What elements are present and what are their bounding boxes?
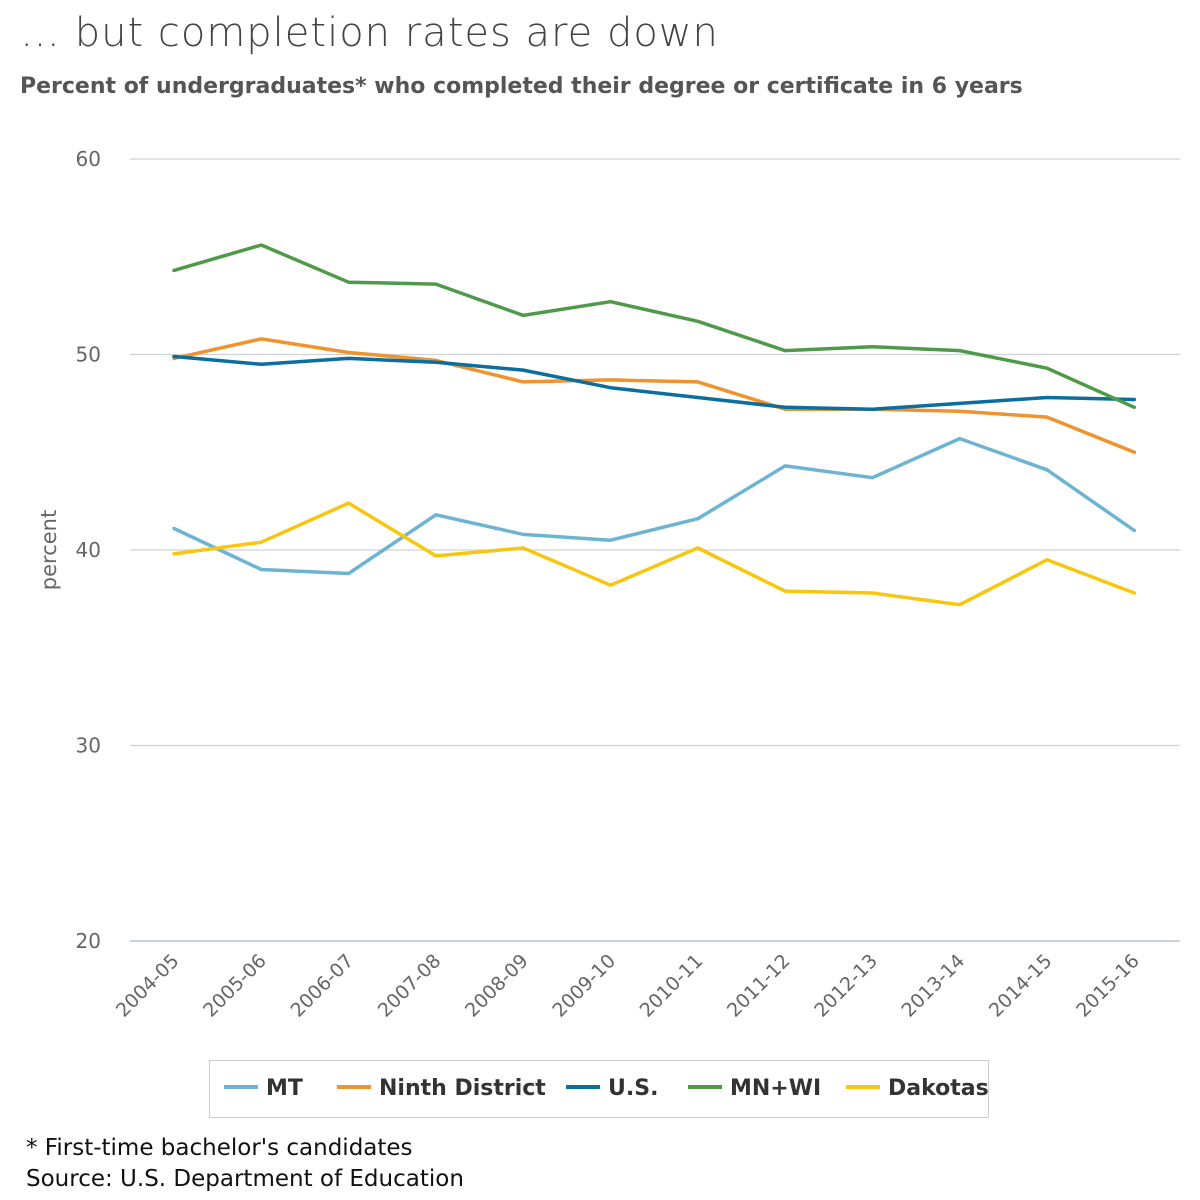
series-line-dakotas (172, 501, 1137, 607)
x-tick-label: 2011-12 (723, 950, 795, 1022)
series-line-ninth-district (172, 337, 1137, 455)
chart-subtitle: Percent of undergraduates* who completed… (20, 74, 1023, 99)
source-note: Source: U.S. Department of Education (26, 1166, 464, 1192)
legend-label-dakotas: Dakotas (888, 1076, 989, 1101)
legend-frame (209, 1060, 989, 1118)
y-axis-ticks: 20 30 40 50 60 (76, 147, 101, 953)
series-line-u-s- (172, 354, 1137, 411)
legend-label-mn-wi: MN+WI (730, 1076, 821, 1101)
x-tick-label: 2014-15 (985, 950, 1057, 1022)
y-axis-label: percent (37, 510, 61, 590)
chart-title: … but completion rates are down (20, 10, 719, 56)
legend-label-ninth-district: Ninth District (379, 1076, 546, 1101)
y-tick-label: 40 (76, 538, 101, 562)
x-axis-ticks: 2004-05 2005-06 2006-07 2007-08 2008-09 2009-… (112, 950, 1144, 1022)
x-tick-label: 2015-16 (1072, 950, 1144, 1022)
legend-label-mt: MT (266, 1076, 303, 1101)
x-tick-label: 2005-06 (199, 950, 271, 1022)
y-tick-label: 50 (76, 343, 101, 367)
x-tick-label: 2013-14 (898, 950, 970, 1022)
legend-label-u-s-: U.S. (608, 1076, 658, 1101)
y-tick-label: 30 (76, 734, 101, 758)
x-tick-label: 2012-13 (810, 950, 882, 1022)
x-tick-label: 2008-09 (461, 950, 533, 1022)
y-tick-label: 60 (76, 147, 101, 171)
legend: MT Ninth District U.S. MN+WI Dakotas (224, 1076, 989, 1101)
x-tick-label: 2007-08 (374, 950, 446, 1022)
x-tick-label: 2006-07 (286, 950, 358, 1022)
x-tick-label: 2009-10 (548, 950, 620, 1022)
y-tick-label: 20 (76, 929, 101, 953)
series-lines (172, 243, 1137, 607)
series-line-mn-wi (172, 243, 1137, 410)
x-tick-label: 2010-11 (636, 950, 708, 1022)
x-tick-label: 2004-05 (112, 950, 184, 1022)
gridlines (130, 158, 1180, 942)
series-line-mt (172, 436, 1137, 576)
footnote: * First-time bachelor's candidates (26, 1135, 413, 1161)
